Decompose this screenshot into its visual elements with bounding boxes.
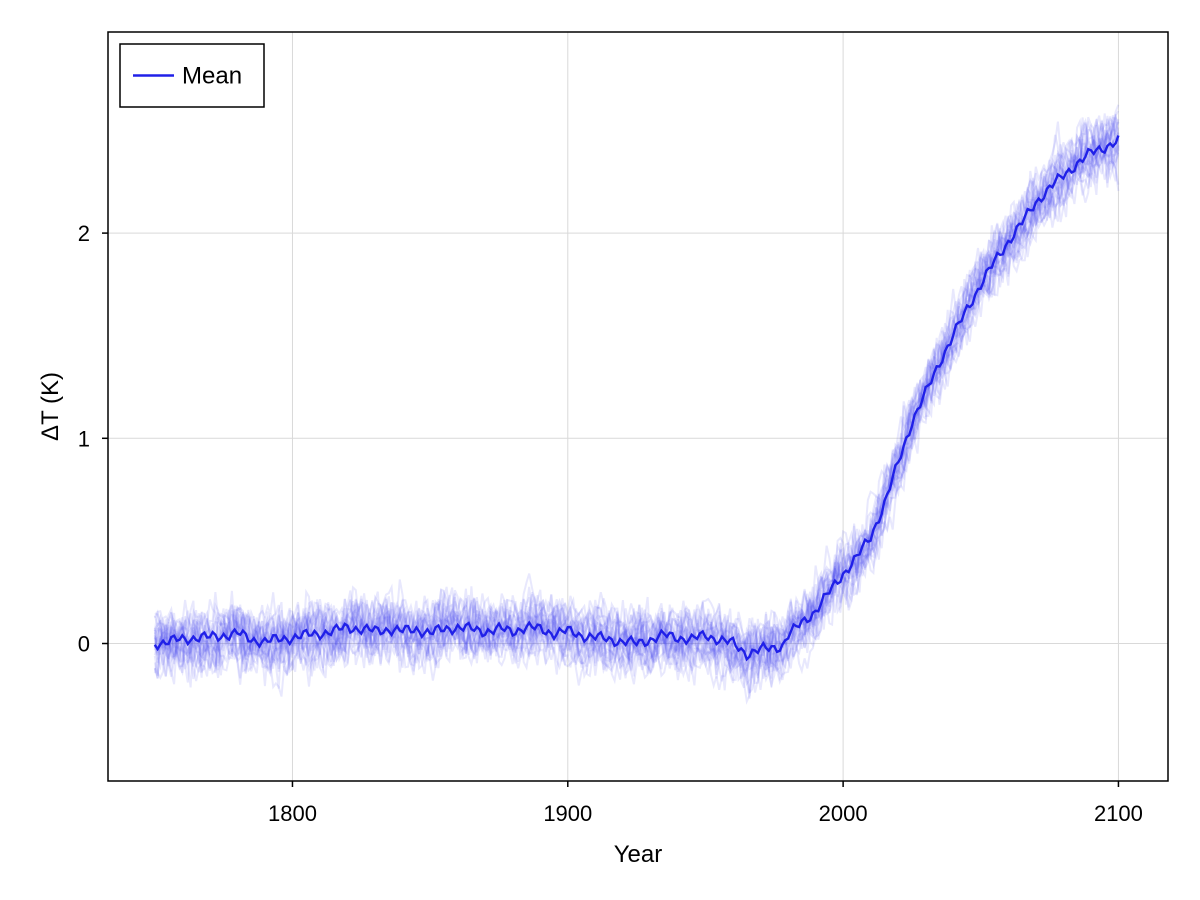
ensemble-run-20 <box>153 133 1120 691</box>
mean-line <box>153 135 1120 662</box>
ensemble-run-10 <box>153 117 1120 686</box>
ensemble-run-7 <box>153 116 1120 679</box>
x-tick-label-1900: 1900 <box>543 801 592 826</box>
ensemble-run-15 <box>153 115 1120 685</box>
ensemble-run-19 <box>153 117 1120 705</box>
ensemble-run-9 <box>153 114 1120 695</box>
ensemble-run-22 <box>153 120 1119 688</box>
ensemble-run-13 <box>154 124 1120 697</box>
ensemble-run-5 <box>153 122 1120 689</box>
ensemble-run-23 <box>153 132 1120 681</box>
x-tick-label-2100: 2100 <box>1094 801 1143 826</box>
ensemble-run-12 <box>153 125 1120 687</box>
y-tick-label-1: 1 <box>78 426 90 451</box>
x-tick-label-1800: 1800 <box>268 801 317 826</box>
ensemble-run-17 <box>153 117 1120 684</box>
y-axis-label: ΔT (K) <box>37 372 64 441</box>
ensemble-run-3 <box>154 115 1119 683</box>
legend-label-mean: Mean <box>182 63 242 90</box>
ensemble-run-6 <box>153 114 1120 689</box>
plot-frame <box>107 31 1169 782</box>
axis-ticks: 1800 1900 2000 2100 0 1 2 <box>78 221 1143 826</box>
ensemble-run-2 <box>153 116 1120 687</box>
x-tick-label-2000: 2000 <box>819 801 868 826</box>
ensemble-run-8 <box>153 118 1120 682</box>
mean-series <box>153 135 1120 662</box>
y-tick-label-0: 0 <box>78 632 90 657</box>
ensemble-run-16 <box>153 130 1120 694</box>
x-axis-label: Year <box>614 841 663 868</box>
ensemble-run-24 <box>153 115 1120 679</box>
legend: Mean <box>119 43 265 108</box>
y-tick-label-2: 2 <box>78 221 90 246</box>
ensemble-run-14 <box>153 134 1120 681</box>
ensemble-run-18 <box>153 117 1120 699</box>
ensemble-run-1 <box>153 110 1120 687</box>
